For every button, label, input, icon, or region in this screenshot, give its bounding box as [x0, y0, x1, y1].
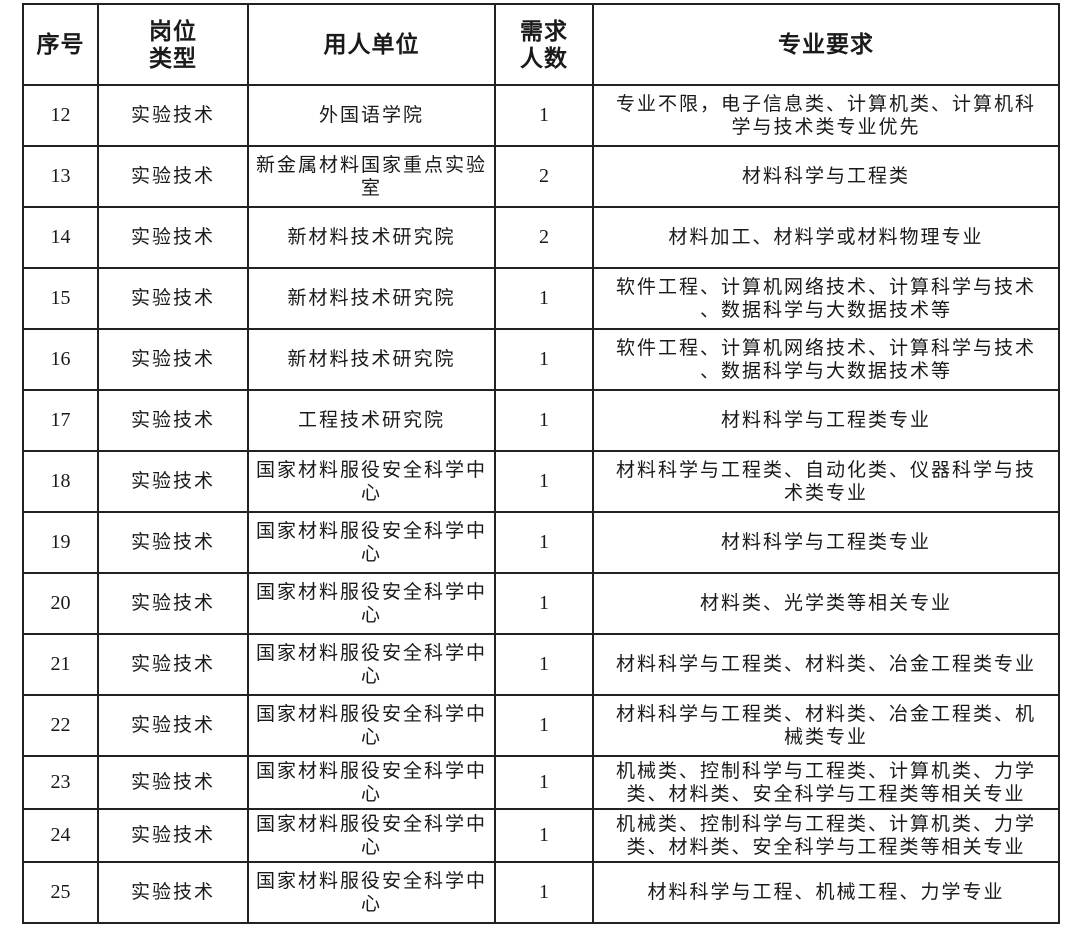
- cell-major: 机械类、控制科学与工程类、计算机类、力学类、材料类、安全科学与工程类等相关专业: [592, 755, 1060, 810]
- cell-unit: 国家材料服役安全科学中心: [247, 755, 496, 810]
- cell-index: 23: [22, 755, 99, 810]
- cell-unit: 新材料技术研究院: [247, 267, 496, 330]
- table-row: 15 实验技术 新材料技术研究院 1 软件工程、计算机网络技术、计算科学与技术、数据科学…: [22, 267, 1060, 330]
- cell-count: 2: [494, 145, 594, 208]
- cell-index: 19: [22, 511, 99, 574]
- cell-major: 材料科学与工程、机械工程、力学专业: [592, 861, 1060, 924]
- table-row: 14 实验技术 新材料技术研究院 2 材料加工、材料学或材料物理专业: [22, 206, 1060, 269]
- cell-count: 1: [494, 511, 594, 574]
- cell-count: 1: [494, 328, 594, 391]
- cell-count: 1: [494, 572, 594, 635]
- cell-type: 实验技术: [97, 450, 249, 513]
- table-row: 22 实验技术 国家材料服役安全科学中心 1 材料科学与工程类、材料类、冶金工程类、机械…: [22, 694, 1060, 757]
- table-row: 19 实验技术 国家材料服役安全科学中心 1 材料科学与工程类专业: [22, 511, 1060, 574]
- table-row: 25 实验技术 国家材料服役安全科学中心 1 材料科学与工程、机械工程、力学专业: [22, 861, 1060, 924]
- cell-major: 软件工程、计算机网络技术、计算科学与技术、数据科学与大数据技术等: [592, 328, 1060, 391]
- cell-unit: 国家材料服役安全科学中心: [247, 633, 496, 696]
- table-row: 16 实验技术 新材料技术研究院 1 软件工程、计算机网络技术、计算科学与技术、数据科学…: [22, 328, 1060, 391]
- cell-type: 实验技术: [97, 694, 249, 757]
- header-count: 需求人数: [494, 3, 594, 86]
- cell-major: 材料科学与工程类专业: [592, 389, 1060, 452]
- cell-index: 12: [22, 84, 99, 147]
- cell-type: 实验技术: [97, 389, 249, 452]
- cell-type: 实验技术: [97, 633, 249, 696]
- cell-count: 1: [494, 808, 594, 863]
- cell-index: 17: [22, 389, 99, 452]
- cell-index: 25: [22, 861, 99, 924]
- header-unit: 用人单位: [247, 3, 496, 86]
- cell-type: 实验技术: [97, 84, 249, 147]
- cell-major: 软件工程、计算机网络技术、计算科学与技术、数据科学与大数据技术等: [592, 267, 1060, 330]
- cell-type: 实验技术: [97, 145, 249, 208]
- cell-index: 16: [22, 328, 99, 391]
- cell-count: 1: [494, 633, 594, 696]
- cell-unit: 国家材料服役安全科学中心: [247, 694, 496, 757]
- cell-unit: 国家材料服役安全科学中心: [247, 572, 496, 635]
- cell-type: 实验技术: [97, 861, 249, 924]
- cell-major: 专业不限，电子信息类、计算机类、计算机科学与技术类专业优先: [592, 84, 1060, 147]
- cell-count: 2: [494, 206, 594, 269]
- cell-count: 1: [494, 861, 594, 924]
- cell-index: 14: [22, 206, 99, 269]
- cell-type: 实验技术: [97, 206, 249, 269]
- header-major: 专业要求: [592, 3, 1060, 86]
- cell-index: 15: [22, 267, 99, 330]
- cell-major: 材料科学与工程类、材料类、冶金工程类、机械类专业: [592, 694, 1060, 757]
- recruitment-table: 序号 岗位类型 用人单位 需求人数 专业要求 12 实验技术 外国语学院 1 专业不限，…: [22, 3, 1060, 924]
- cell-unit: 新金属材料国家重点实验室: [247, 145, 496, 208]
- cell-major: 材料类、光学类等相关专业: [592, 572, 1060, 635]
- table-row: 18 实验技术 国家材料服役安全科学中心 1 材料科学与工程类、自动化类、仪器科学与技术…: [22, 450, 1060, 513]
- cell-count: 1: [494, 755, 594, 810]
- cell-unit: 外国语学院: [247, 84, 496, 147]
- cell-unit: 工程技术研究院: [247, 389, 496, 452]
- cell-type: 实验技术: [97, 511, 249, 574]
- cell-major: 材料科学与工程类、自动化类、仪器科学与技术类专业: [592, 450, 1060, 513]
- cell-count: 1: [494, 694, 594, 757]
- cell-index: 22: [22, 694, 99, 757]
- table-row: 17 实验技术 工程技术研究院 1 材料科学与工程类专业: [22, 389, 1060, 452]
- cell-unit: 国家材料服役安全科学中心: [247, 450, 496, 513]
- cell-type: 实验技术: [97, 328, 249, 391]
- cell-major: 材料科学与工程类专业: [592, 511, 1060, 574]
- header-row: 序号 岗位类型 用人单位 需求人数 专业要求: [22, 3, 1060, 86]
- table-row: 13 实验技术 新金属材料国家重点实验室 2 材料科学与工程类: [22, 145, 1060, 208]
- header-type: 岗位类型: [97, 3, 249, 86]
- cell-unit: 新材料技术研究院: [247, 206, 496, 269]
- cell-index: 18: [22, 450, 99, 513]
- cell-count: 1: [494, 267, 594, 330]
- header-index: 序号: [22, 3, 99, 86]
- cell-count: 1: [494, 450, 594, 513]
- cell-count: 1: [494, 84, 594, 147]
- table-row: 23 实验技术 国家材料服役安全科学中心 1 机械类、控制科学与工程类、计算机类、力学类…: [22, 755, 1060, 810]
- cell-index: 21: [22, 633, 99, 696]
- cell-index: 24: [22, 808, 99, 863]
- cell-type: 实验技术: [97, 755, 249, 810]
- cell-index: 13: [22, 145, 99, 208]
- cell-unit: 国家材料服役安全科学中心: [247, 808, 496, 863]
- table-row: 24 实验技术 国家材料服役安全科学中心 1 机械类、控制科学与工程类、计算机类、力学类…: [22, 808, 1060, 863]
- cell-unit: 国家材料服役安全科学中心: [247, 511, 496, 574]
- cell-major: 材料科学与工程类: [592, 145, 1060, 208]
- cell-count: 1: [494, 389, 594, 452]
- cell-major: 材料科学与工程类、材料类、冶金工程类专业: [592, 633, 1060, 696]
- cell-major: 机械类、控制科学与工程类、计算机类、力学类、材料类、安全科学与工程类等相关专业: [592, 808, 1060, 863]
- table-row: 21 实验技术 国家材料服役安全科学中心 1 材料科学与工程类、材料类、冶金工程类专业: [22, 633, 1060, 696]
- cell-type: 实验技术: [97, 267, 249, 330]
- cell-major: 材料加工、材料学或材料物理专业: [592, 206, 1060, 269]
- cell-index: 20: [22, 572, 99, 635]
- cell-type: 实验技术: [97, 808, 249, 863]
- cell-type: 实验技术: [97, 572, 249, 635]
- cell-unit: 新材料技术研究院: [247, 328, 496, 391]
- table-row: 12 实验技术 外国语学院 1 专业不限，电子信息类、计算机类、计算机科学与技术类专业优…: [22, 84, 1060, 147]
- table-row: 20 实验技术 国家材料服役安全科学中心 1 材料类、光学类等相关专业: [22, 572, 1060, 635]
- cell-unit: 国家材料服役安全科学中心: [247, 861, 496, 924]
